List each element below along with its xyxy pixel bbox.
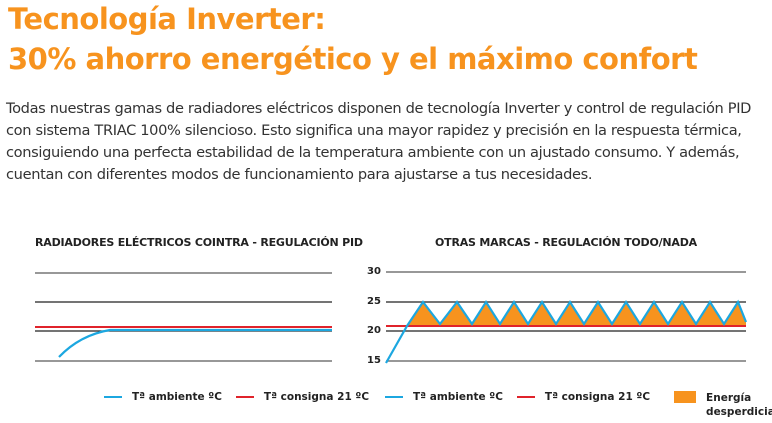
legend-setpoint-label: Tª consigna 21 ºC (263, 391, 370, 403)
legend-ambient: Tª ambiente ºC (385, 391, 503, 403)
y-tick-30: 30 (367, 266, 381, 277)
chart-left-legend: Tª ambiente ºC Tª consigna 21 ºC (104, 391, 383, 403)
chart-right-title: OTRAS MARCAS - REGULACIÓN TODO/NADA (435, 236, 697, 249)
y-tick-20: 20 (367, 325, 381, 336)
intro-paragraph: Todas nuestras gamas de radiadores eléct… (6, 100, 752, 183)
setpoint-line-swatch (235, 396, 254, 398)
page-title-line1: Tecnología Inverter: (8, 2, 326, 36)
ambient-line-swatch (385, 396, 403, 398)
legend-ambient-label: Tª ambiente ºC (413, 391, 503, 403)
chart-left-title: RADIADORES ELÉCTRICOS COINTRA - REGULACI… (35, 236, 363, 249)
setpoint-line-swatch (516, 396, 535, 398)
ambient-zigzag (385, 299, 748, 364)
chart-right-legend: Tª ambiente ºC Tª consigna 21 ºC Energía… (385, 391, 772, 419)
legend-setpoint: Tª consigna 21 ºC (516, 391, 651, 403)
legend-wasted-label: Energía desperdiciada (706, 392, 772, 418)
legend-wasted: Energía desperdiciada (674, 391, 772, 419)
page-title-line2: 30% ahorro energético y el máximo confor… (8, 42, 698, 76)
y-tick-25: 25 (367, 296, 381, 307)
legend-ambient: Tª ambiente ºC (104, 391, 222, 403)
legend-setpoint: Tª consigna 21 ºC (235, 391, 370, 403)
ambient-line-swatch (104, 396, 122, 398)
chart-right-plot (385, 271, 748, 364)
wasted-energy-swatch (674, 391, 697, 403)
chart-left-plot (35, 272, 332, 362)
y-tick-15: 15 (367, 355, 381, 366)
legend-setpoint-label: Tª consigna 21 ºC (544, 391, 651, 403)
ambient-curve (58, 328, 332, 358)
legend-ambient-label: Tª ambiente ºC (132, 391, 222, 403)
